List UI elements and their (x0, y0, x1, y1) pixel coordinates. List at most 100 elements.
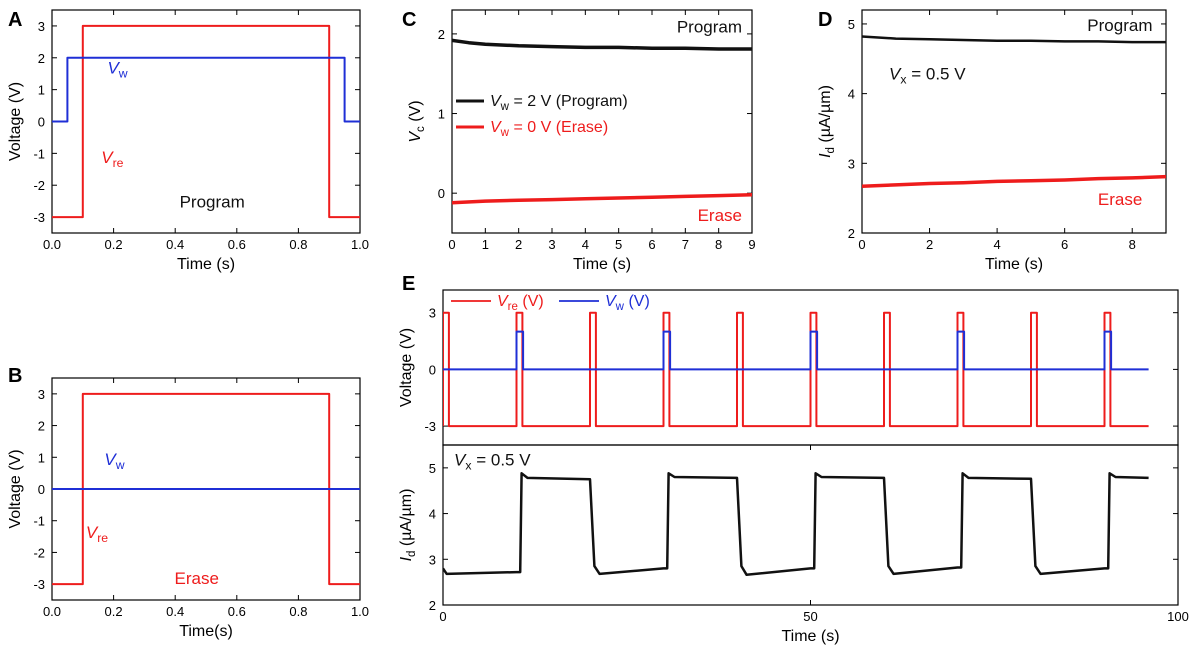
y-tick-label: 2 (429, 598, 436, 613)
y-tick-label: 3 (848, 156, 855, 171)
text-post: = 0 V (Erase) (509, 119, 608, 136)
plot-frame (442, 444, 1179, 606)
x-tick-label: 2 (926, 237, 933, 252)
x-tick-label: 1.0 (351, 237, 369, 252)
x-tick-label: 6 (1061, 237, 1068, 252)
x-tick-label: 0.0 (43, 237, 61, 252)
x-tick-label: 4 (993, 237, 1000, 252)
x-tick-label: 0.8 (289, 237, 307, 252)
text-subscript: w (500, 127, 510, 139)
panel-A: 0.0 0.2 0.4 0.6 0.8 1.0 -3 -2 -1 0 1 2 3 Time (s) Volt… (7, 9, 369, 273)
text-main: V (104, 450, 117, 469)
text-subscript: x (465, 459, 471, 473)
y-tick-label: 2 (38, 419, 45, 434)
text-main: I (817, 153, 834, 158)
legend-entry: Vre (V) (497, 293, 544, 313)
text-subscript: w (500, 101, 510, 113)
annotation: Vx = 0.5 V (889, 65, 966, 87)
x-tick-label: 3 (548, 237, 555, 252)
x-axis-label: Time (s) (985, 256, 1043, 273)
y-tick-label: -3 (424, 419, 436, 434)
y-axis-label: Voltage (V) (7, 449, 24, 528)
text-main: V (454, 451, 467, 470)
panel-label: E (402, 273, 415, 295)
panel-label: D (818, 9, 832, 31)
x-tick-label: 6 (648, 237, 655, 252)
text-main: V (86, 523, 99, 542)
y-tick-label: 0 (38, 115, 45, 130)
panel-C: 0 1 2 3 4 5 6 7 8 9 0 1 2 Time (s) Vc (V) C Vw = 2 V (Pr… (402, 9, 756, 273)
y-tick-label: -1 (33, 146, 45, 161)
y-tick-label: 1 (38, 83, 45, 98)
y-tick-label: 4 (848, 87, 855, 102)
y-axis-label: Vc (V) (407, 100, 427, 142)
y-tick-label: -3 (33, 210, 45, 225)
y-tick-label: 3 (38, 19, 45, 34)
text-main: V (407, 131, 424, 143)
legend-entry: Vw = 0 V (Erase) (490, 119, 608, 139)
series-line (52, 392, 360, 586)
x-tick-label: 8 (1129, 237, 1136, 252)
text-post: = 2 V (Program) (509, 93, 628, 110)
text-subscript: d (406, 551, 418, 557)
annotation: Erase (698, 206, 742, 225)
x-tick-label: 0.8 (289, 604, 307, 619)
x-tick-label: 4 (582, 237, 589, 252)
annotation: Program (677, 17, 742, 36)
y-tick-label: -2 (33, 545, 45, 560)
y-tick-label: -1 (33, 514, 45, 529)
y-tick-label: 2 (848, 226, 855, 241)
text-post: (µA/µm) (398, 489, 415, 551)
x-tick-label: 0.4 (166, 237, 184, 252)
y-tick-label: 0 (438, 186, 445, 201)
text-main: V (889, 65, 902, 84)
x-tick-label: 8 (715, 237, 722, 252)
legend-entry: Vw (V) (605, 293, 650, 313)
annotation: Vre (101, 148, 123, 170)
legend-entry: Vw = 2 V (Program) (490, 93, 628, 113)
x-tick-label: 2 (515, 237, 522, 252)
text-main: V (107, 59, 120, 78)
annotation: Vx = 0.5 V (454, 451, 531, 473)
x-tick-label: 0 (439, 609, 446, 624)
x-tick-label: 0.6 (228, 237, 246, 252)
x-axis-label: Time(s) (179, 623, 233, 640)
x-tick-label: 0.2 (105, 604, 123, 619)
text-main: V (490, 119, 502, 136)
y-tick-label: -3 (33, 577, 45, 592)
panel-E-bottom: 0 50 100 2 3 4 5 Time (s) Id (µA/µm) Vx = 0.5 V (398, 444, 1189, 645)
annotation: Program (180, 193, 245, 212)
x-axis-label: Time (s) (573, 256, 631, 273)
text-main: V (497, 293, 509, 310)
text-subscript: c (415, 126, 427, 132)
y-axis-label: Voltage (V) (398, 328, 415, 407)
legend: Vre (V) Vw (V) (451, 293, 650, 313)
series-line (52, 24, 360, 219)
text-subscript: re (508, 301, 518, 313)
y-tick-label: 5 (848, 17, 855, 32)
annotation: Program (1087, 16, 1152, 35)
x-tick-label: 0 (448, 237, 455, 252)
x-tick-label: 0 (858, 237, 865, 252)
text-post: (V) (624, 293, 650, 310)
y-tick-label: 2 (38, 51, 45, 66)
series-line (443, 330, 1149, 371)
series-line (443, 472, 1149, 577)
text-post: = 0.5 V (906, 65, 966, 84)
panel-label: A (8, 9, 22, 31)
y-tick-label: 2 (438, 27, 445, 42)
x-tick-label: 5 (615, 237, 622, 252)
x-tick-label: 9 (748, 237, 755, 252)
y-tick-label: -2 (33, 178, 45, 193)
series-line (452, 38, 752, 51)
y-tick-label: 5 (429, 461, 436, 476)
series-line (862, 35, 1166, 44)
annotation: Vw (104, 450, 124, 472)
text-main: V (101, 148, 114, 167)
x-tick-label: 100 (1167, 609, 1189, 624)
y-tick-label: 4 (429, 507, 436, 522)
annotation: Vw (107, 59, 127, 81)
text-post: (V) (407, 100, 424, 126)
